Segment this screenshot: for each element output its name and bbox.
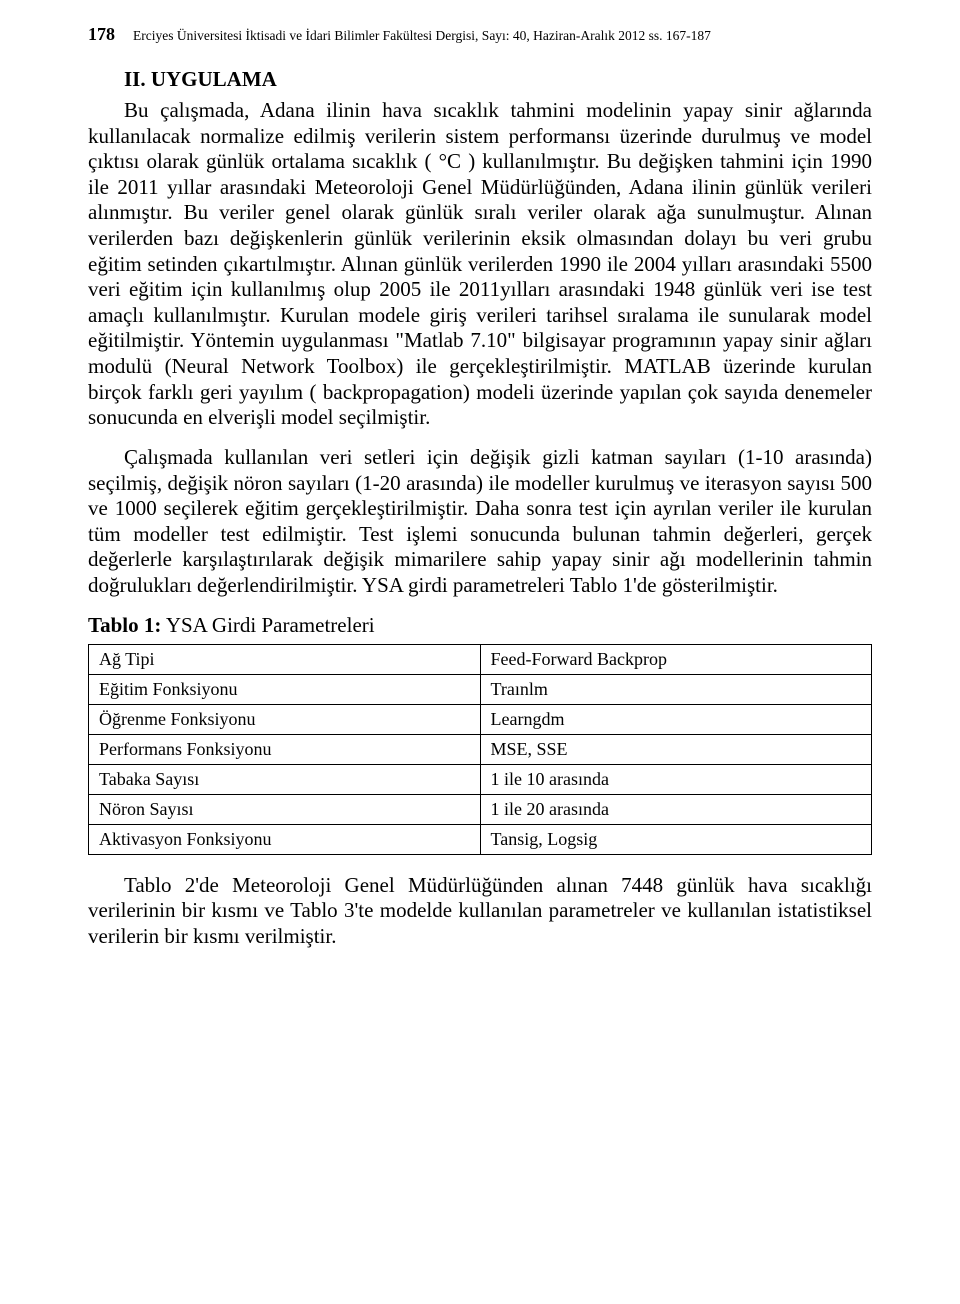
param-value: 1 ile 10 arasında xyxy=(480,764,872,794)
param-value: MSE, SSE xyxy=(480,734,872,764)
page-number: 178 xyxy=(88,24,115,45)
param-value: Traınlm xyxy=(480,674,872,704)
param-label: Aktivasyon Fonksiyonu xyxy=(89,824,481,854)
param-label: Eğitim Fonksiyonu xyxy=(89,674,481,704)
param-label: Performans Fonksiyonu xyxy=(89,734,481,764)
param-label: Nöron Sayısı xyxy=(89,794,481,824)
param-value: Feed-Forward Backprop xyxy=(480,644,872,674)
table-1-caption: Tablo 1: YSA Girdi Parametreleri xyxy=(88,613,872,638)
paragraph-footer: Tablo 2'de Meteoroloji Genel Müdürlüğünd… xyxy=(88,873,872,950)
table-row: Ağ Tipi Feed-Forward Backprop xyxy=(89,644,872,674)
param-value: Tansig, Logsig xyxy=(480,824,872,854)
param-value: Learngdm xyxy=(480,704,872,734)
section-heading: II. UYGULAMA xyxy=(88,67,872,92)
table-1-body: Ağ Tipi Feed-Forward Backprop Eğitim Fon… xyxy=(89,644,872,854)
table-row: Aktivasyon Fonksiyonu Tansig, Logsig xyxy=(89,824,872,854)
paragraph-1: Bu çalışmada, Adana ilinin hava sıcaklık… xyxy=(88,98,872,431)
param-value: 1 ile 20 arasında xyxy=(480,794,872,824)
table-1-caption-label: Tablo 1: xyxy=(88,613,161,637)
table-row: Eğitim Fonksiyonu Traınlm xyxy=(89,674,872,704)
table-1-caption-text: YSA Girdi Parametreleri xyxy=(161,613,374,637)
table-row: Öğrenme Fonksiyonu Learngdm xyxy=(89,704,872,734)
journal-reference: Erciyes Üniversitesi İktisadi ve İdari B… xyxy=(133,28,872,44)
param-label: Tabaka Sayısı xyxy=(89,764,481,794)
table-row: Nöron Sayısı 1 ile 20 arasında xyxy=(89,794,872,824)
table-row: Performans Fonksiyonu MSE, SSE xyxy=(89,734,872,764)
running-header: 178 Erciyes Üniversitesi İktisadi ve İda… xyxy=(88,24,872,45)
table-row: Tabaka Sayısı 1 ile 10 arasında xyxy=(89,764,872,794)
page-container: 178 Erciyes Üniversitesi İktisadi ve İda… xyxy=(0,0,960,989)
paragraph-2: Çalışmada kullanılan veri setleri için d… xyxy=(88,445,872,599)
table-1: Ağ Tipi Feed-Forward Backprop Eğitim Fon… xyxy=(88,644,872,855)
param-label: Ağ Tipi xyxy=(89,644,481,674)
param-label: Öğrenme Fonksiyonu xyxy=(89,704,481,734)
